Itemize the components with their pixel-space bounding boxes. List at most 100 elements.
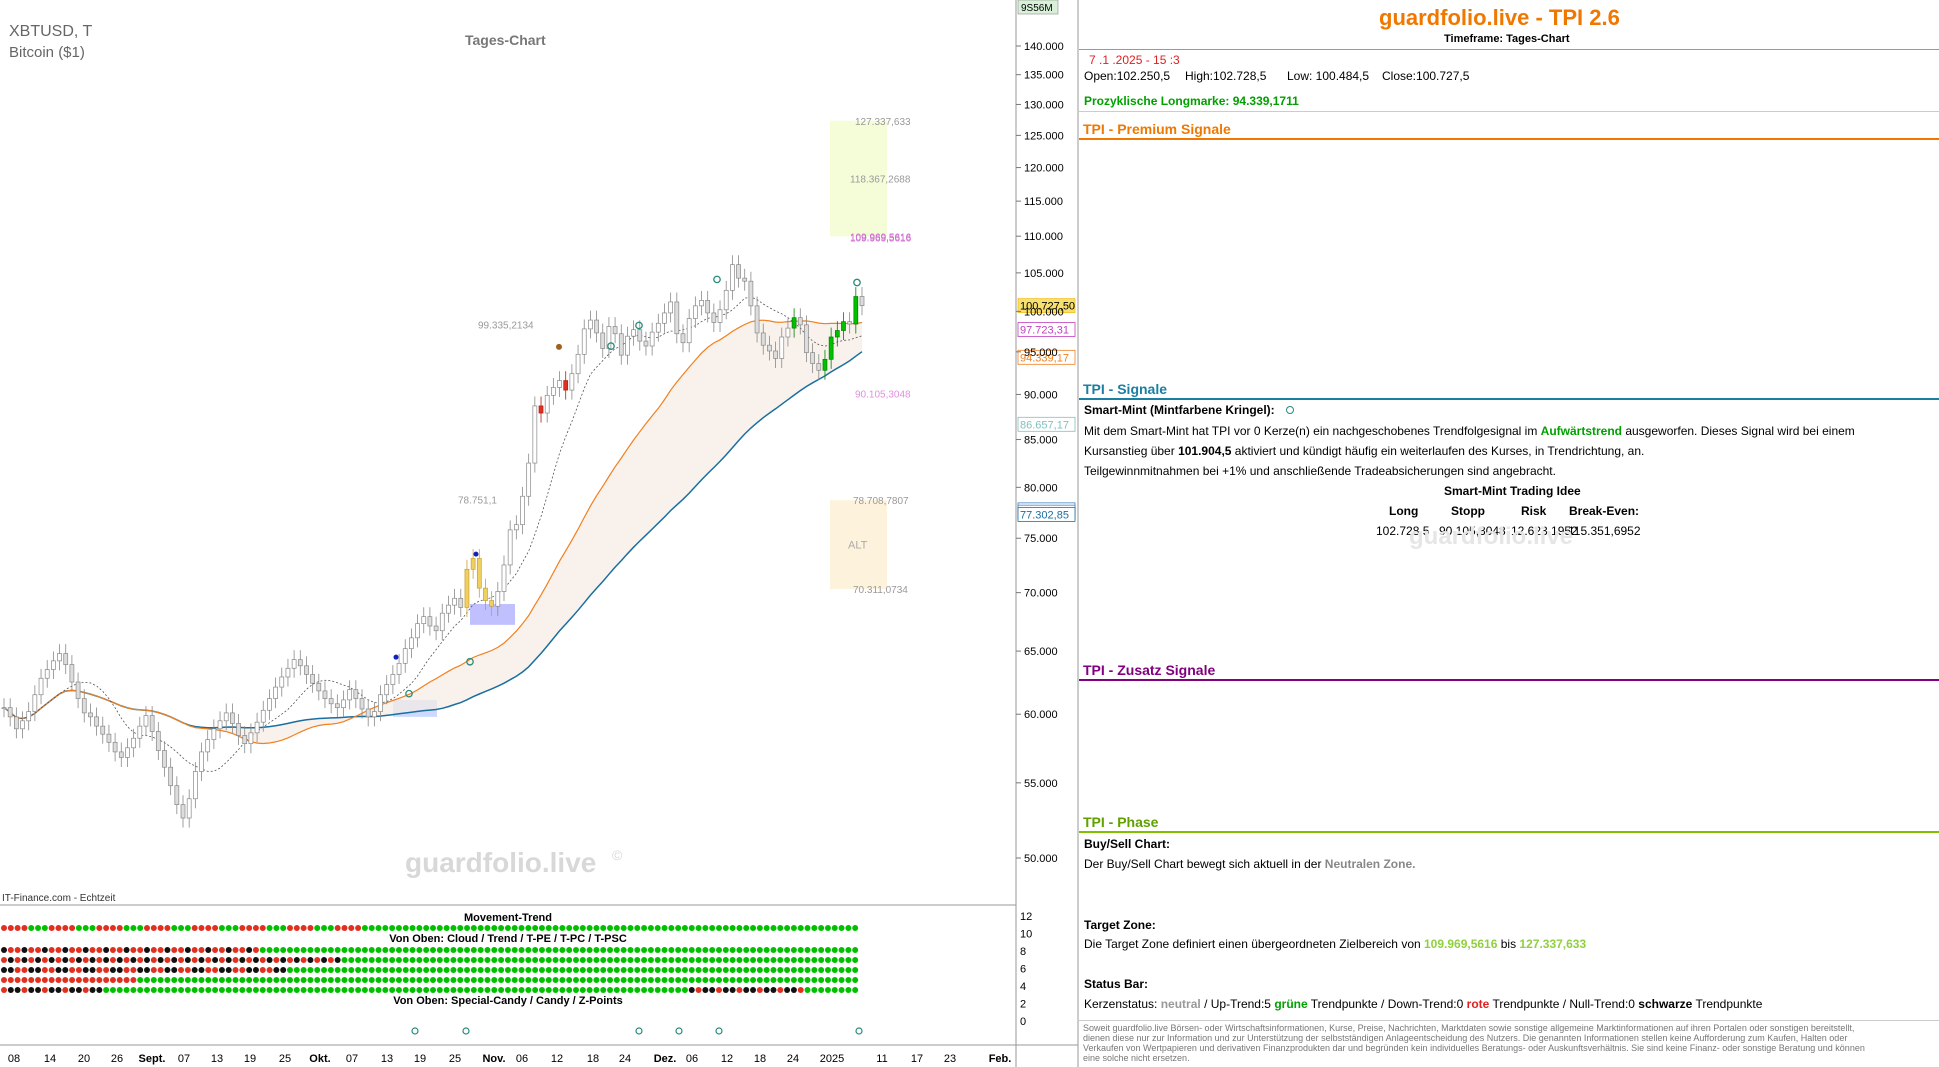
candle	[446, 595, 451, 623]
trend-dot	[613, 987, 620, 993]
trend-dot	[14, 967, 21, 973]
trend-dot	[327, 925, 334, 931]
trend-dot	[688, 925, 695, 931]
candle	[544, 385, 550, 423]
trend-dot	[716, 925, 722, 931]
trend-dot	[443, 925, 450, 931]
trend-dot	[811, 977, 818, 983]
candle-body	[464, 568, 470, 608]
candle	[600, 323, 606, 359]
trend-dot	[402, 957, 409, 963]
trend-dot	[573, 957, 579, 963]
trend-dot	[273, 947, 280, 953]
candle-body	[347, 689, 353, 701]
trend-dot	[647, 957, 654, 963]
trend-dot	[198, 947, 205, 953]
trend-dot	[668, 987, 675, 993]
price-label: 77.302,85	[1020, 509, 1069, 521]
trend-dot	[797, 925, 804, 931]
candle	[723, 280, 729, 320]
candle	[143, 706, 149, 736]
trend-dot	[225, 957, 232, 963]
y-tick-label: 115.000	[1024, 196, 1063, 208]
trend-dot	[41, 957, 48, 963]
candle	[439, 603, 445, 641]
trend-dot	[634, 947, 641, 953]
trend-dot	[191, 987, 198, 993]
trend-dot	[62, 957, 69, 963]
candle	[94, 707, 99, 736]
trend-dot	[790, 987, 797, 993]
trend-dot	[668, 977, 675, 983]
candle	[470, 549, 476, 579]
trend-dot	[464, 967, 471, 973]
zone-label: 109.969,5616	[850, 233, 912, 244]
trend-dot	[532, 957, 539, 963]
trend-dot	[450, 947, 457, 953]
candle	[828, 327, 834, 369]
candle-body	[88, 712, 93, 718]
candle	[254, 712, 260, 743]
candle-body	[551, 387, 556, 396]
buysell-text: Der Buy/Sell Chart bewegt sich aktuell i…	[1084, 857, 1416, 871]
trend-dot	[729, 987, 736, 993]
trend-dot	[198, 987, 205, 993]
candle-body	[421, 616, 427, 625]
trend-dot	[436, 925, 443, 931]
trend-dot	[777, 947, 784, 953]
trend-dot	[41, 977, 48, 983]
trend-dot	[559, 987, 566, 993]
trend-dot	[559, 947, 566, 953]
svg-text:©: ©	[612, 847, 623, 863]
trend-dot	[205, 925, 212, 931]
x-tick-label: Sept.	[139, 1053, 166, 1065]
trend-dot	[171, 987, 178, 993]
ohlc-low: Low: 100.484,5	[1287, 69, 1370, 83]
trend-dot	[82, 987, 89, 993]
trend-dot	[681, 947, 688, 953]
candle	[38, 668, 44, 705]
trend-dot	[300, 947, 307, 953]
trend-dot	[307, 987, 314, 993]
trend-dot	[7, 957, 14, 963]
candle-body	[822, 358, 828, 371]
signale-title: TPI - Signale	[1083, 381, 1168, 397]
trend-dot	[409, 967, 416, 973]
trend-dot	[613, 957, 620, 963]
symbol-label: XBTUSD, T	[9, 23, 93, 40]
trend-dot	[389, 925, 396, 931]
trend-dot	[763, 925, 770, 931]
trend-dot	[464, 925, 471, 931]
candy-circle	[675, 1027, 683, 1035]
trend-dot	[252, 925, 259, 931]
trend-dot	[361, 987, 368, 993]
candle	[834, 321, 840, 347]
trend-dot	[259, 957, 266, 963]
price-chart[interactable]: XBTUSD, T Bitcoin ($1) Tages-Chart IT-Fi…	[0, 0, 1079, 1067]
trend-dot	[334, 947, 341, 953]
trend-dot	[75, 967, 82, 973]
trend-dot	[273, 925, 280, 931]
trend-dot	[838, 977, 845, 983]
trend-dot	[464, 987, 471, 993]
trend-dot	[409, 987, 416, 993]
trend-dot	[845, 987, 852, 993]
trend-dot	[593, 957, 600, 963]
trend-dot	[14, 977, 21, 983]
trend-dot	[566, 925, 573, 931]
trend-dot	[777, 987, 784, 993]
trend-dot	[157, 957, 164, 963]
trend-dot	[770, 957, 777, 963]
candle	[88, 703, 93, 727]
trend-dot	[75, 947, 82, 953]
candle-body	[7, 707, 13, 718]
trend-dot	[491, 987, 498, 993]
trend-dot	[824, 967, 831, 973]
trend-dot	[498, 967, 505, 973]
trend-dot	[538, 957, 545, 963]
trend-dot	[35, 977, 42, 983]
trend-dot	[654, 987, 661, 993]
candle-body	[273, 686, 278, 699]
trend-dot	[321, 947, 328, 953]
trend-dot	[443, 987, 450, 993]
